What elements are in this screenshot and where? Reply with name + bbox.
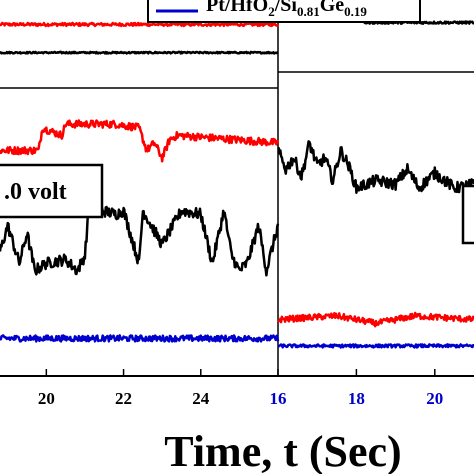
voltage-annotation-text: .0 volt (4, 179, 67, 205)
legend-label-mid2: Ge (320, 0, 345, 16)
left-x-tick-label-0: 20 (38, 389, 55, 408)
left-x-tick-label-1: 22 (115, 389, 132, 408)
left-series-line-2 (0, 119, 280, 163)
left-x-tick-label-2: 24 (192, 389, 210, 408)
legend-label-sub3: 0.19 (344, 4, 367, 19)
legend-box (147, 0, 421, 23)
legend-label-mid: /Si (274, 0, 298, 16)
voltage-annotation-box (0, 163, 104, 219)
left-series-line-0 (0, 21, 280, 28)
tick-layer: 20 22 24 16 18 20 (38, 369, 443, 408)
voltage-annotation: .0 volt (0, 163, 104, 219)
legend-label: Pt/HfO2/Si0.81Ge0.19 (206, 0, 367, 19)
right-series-line-2 (276, 311, 474, 328)
legend-label-sub1: 2 (268, 4, 275, 19)
x-axis-label: Time, t (Sec) (164, 427, 401, 474)
right-series-line-3 (277, 343, 474, 349)
left-series-line-4 (0, 334, 280, 343)
right-series-line-1 (277, 140, 474, 194)
legend: Pt/HfO2/Si0.81Ge0.19 (147, 0, 421, 23)
right-x-tick-label-0: 16 (270, 389, 287, 408)
left-series-line-3 (0, 201, 280, 277)
legend-label-prefix: Pt/HfO (206, 0, 268, 16)
legend-label-sub2: 0.81 (297, 4, 320, 19)
left-series-line-1 (0, 50, 279, 55)
right-edge-box (461, 184, 474, 245)
right-x-tick-label-1: 18 (348, 389, 365, 408)
right-x-tick-label-2: 20 (426, 389, 443, 408)
